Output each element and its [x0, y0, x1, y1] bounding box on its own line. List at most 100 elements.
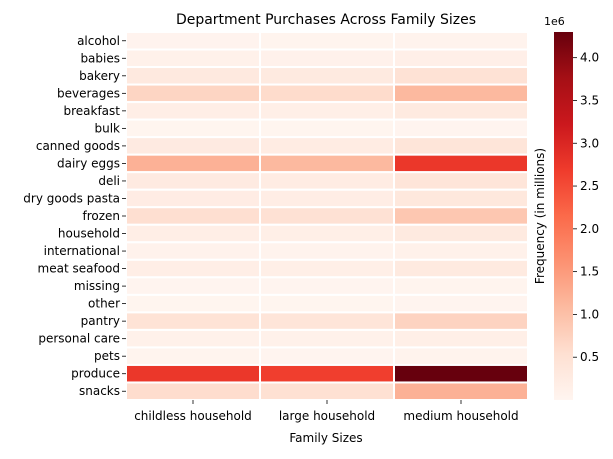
y-tick-label: other — [88, 297, 120, 311]
y-tick-label: bakery — [79, 69, 120, 83]
x-tick-label: childless household — [134, 409, 252, 423]
y-axis: alcohol babies bakery beverages breakfast bul… — [23, 34, 126, 398]
heatmap-cell — [125, 363, 261, 384]
y-tick-label: produce — [71, 367, 120, 381]
y-tick-label: personal care — [38, 332, 120, 346]
heatmap-cell — [125, 328, 261, 349]
y-tick-label: pantry — [81, 314, 120, 328]
heatmap-cell — [393, 381, 529, 402]
heatmap-cell — [393, 346, 529, 366]
colorbar-offset-label: 1e6 — [544, 15, 565, 28]
heatmap-cell — [393, 101, 529, 121]
heatmap-cell — [125, 258, 261, 279]
y-tick-label: canned goods — [36, 139, 120, 153]
y-tick-label: babies — [80, 51, 120, 65]
heatmap-cell — [259, 381, 395, 402]
y-tick-label: breakfast — [63, 104, 120, 118]
heatmap-cell — [393, 48, 529, 69]
heatmap-cell — [393, 136, 529, 156]
colorbar-label: Frequency (in millions) — [533, 148, 547, 284]
heatmap-cell — [259, 83, 395, 104]
colorbar-tick-label: 4.0 — [580, 51, 599, 65]
x-tick-label: medium household — [403, 409, 518, 423]
colorbar-tick-label: 0.5 — [580, 350, 599, 364]
y-tick-label: pets — [94, 349, 120, 363]
heatmap-cell — [393, 293, 529, 314]
y-tick-label: dairy eggs — [57, 156, 120, 170]
heatmap-cell — [393, 363, 529, 384]
heatmap-cell — [125, 188, 261, 209]
y-tick-label: bulk — [94, 121, 120, 135]
y-tick-label: international — [44, 244, 120, 258]
x-tick-label: large household — [279, 409, 375, 423]
heatmap-cell — [393, 31, 529, 51]
chart-title: Department Purchases Across Family Sizes — [176, 12, 476, 28]
heatmap-cell — [125, 83, 261, 104]
colorbar — [554, 32, 573, 400]
heatmap-cell — [393, 83, 529, 104]
heatmap-cells — [125, 31, 529, 402]
heatmap-cell — [393, 206, 529, 226]
heatmap-cell — [125, 101, 261, 121]
heatmap-cell — [259, 328, 395, 349]
heatmap-cell — [125, 241, 261, 261]
heatmap-cell — [259, 171, 395, 191]
heatmap-cell — [393, 118, 529, 139]
y-tick-label: dry goods pasta — [23, 191, 120, 205]
heatmap-cell — [259, 31, 395, 51]
heatmap-cell — [393, 328, 529, 349]
heatmap-cell — [259, 188, 395, 209]
heatmap-cell — [259, 311, 395, 331]
heatmap-cell — [393, 311, 529, 331]
colorbar-tick-label: 3.5 — [580, 93, 599, 107]
heatmap-cell — [259, 206, 395, 226]
heatmap-cell — [259, 293, 395, 314]
heatmap-cell — [259, 48, 395, 69]
heatmap-cell — [259, 101, 395, 121]
heatmap-cell — [259, 136, 395, 156]
y-tick-label: frozen — [82, 209, 120, 223]
heatmap-cell — [125, 276, 261, 296]
colorbar-tick-label: 3.0 — [580, 136, 599, 150]
colorbar-tick-label: 2.0 — [580, 222, 599, 236]
heatmap-cell — [125, 171, 261, 191]
heatmap-cell — [259, 346, 395, 366]
heatmap-cell — [125, 311, 261, 331]
heatmap-cell — [393, 241, 529, 261]
heatmap-cell — [259, 223, 395, 244]
heatmap-cell — [125, 346, 261, 366]
heatmap-cell — [259, 241, 395, 261]
heatmap-cell — [393, 223, 529, 244]
heatmap-cell — [125, 66, 261, 86]
heatmap-cell — [393, 171, 529, 191]
heatmap-cell — [259, 153, 395, 174]
heatmap-cell — [125, 48, 261, 69]
heatmap-cell — [125, 293, 261, 314]
heatmap-cell — [125, 118, 261, 139]
heatmap-cell — [393, 276, 529, 296]
heatmap-cell — [259, 66, 395, 86]
heatmap-cell — [125, 153, 261, 174]
colorbar-tick-label: 1.5 — [580, 265, 599, 279]
heatmap-cell — [259, 276, 395, 296]
y-tick-label: meat seafood — [38, 262, 120, 276]
y-tick-label: snacks — [79, 384, 120, 398]
heatmap-cell — [125, 206, 261, 226]
y-tick-label: missing — [74, 279, 120, 293]
colorbar-tick-label: 2.5 — [580, 179, 599, 193]
heatmap-cell — [393, 258, 529, 279]
x-axis-label: Family Sizes — [289, 431, 362, 445]
heatmap-cell — [259, 118, 395, 139]
heatmap-cell — [125, 31, 261, 51]
colorbar-tick-label: 1.0 — [580, 307, 599, 321]
y-tick-label: household — [58, 227, 120, 241]
y-tick-label: alcohol — [77, 34, 120, 48]
heatmap-cell — [259, 363, 395, 384]
colorbar-axis: 0.5 1.0 1.5 2.0 2.5 3.0 3.5 4.0 — [573, 51, 599, 364]
y-tick-label: deli — [98, 174, 120, 188]
y-tick-label: beverages — [57, 86, 120, 100]
heatmap-cell — [125, 223, 261, 244]
x-axis: childless household large household medium… — [134, 400, 519, 423]
